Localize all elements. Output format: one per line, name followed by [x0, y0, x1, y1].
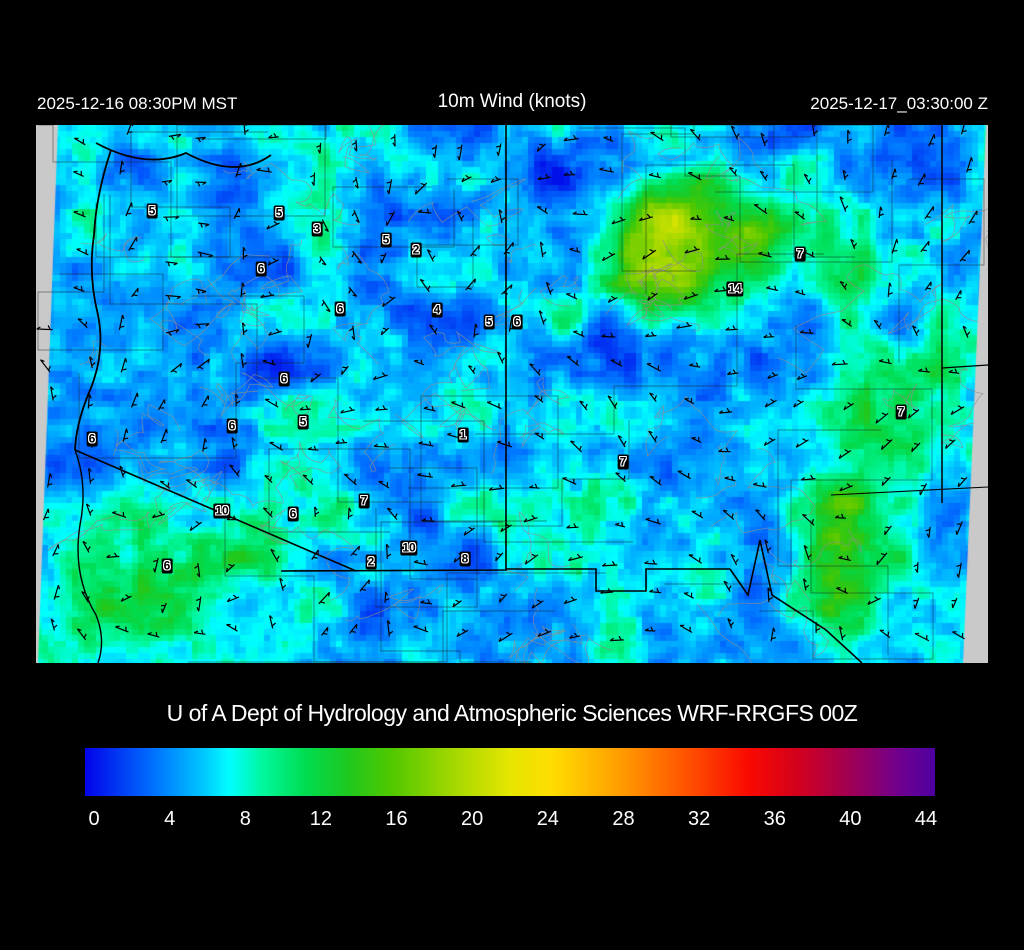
wind-value-badge: 6 [226, 418, 238, 434]
wind-value-badge: 7 [895, 404, 907, 420]
colorbar-tick: 16 [385, 808, 408, 830]
map-overlay [36, 125, 988, 663]
wind-speed-map: 5 5 3 5 2 6 6 4 5 6 7 14 6 5 6 6 1 7 7 10 7 6 10 2 8 6 [36, 125, 988, 663]
colorbar-tick: 12 [309, 808, 333, 830]
wind-value-badge: 6 [278, 371, 290, 387]
wind-value-badge: 5 [483, 314, 495, 330]
wind-value-badge: 1 [457, 427, 469, 443]
valid-time-local: 2025-12-16 08:30PM MST [37, 94, 238, 113]
wind-value-badge: 3 [311, 221, 323, 237]
wind-value-badge: 6 [334, 301, 346, 317]
wind-value-badge: 10 [213, 503, 231, 519]
colorbar-tick: 24 [536, 808, 559, 830]
wind-value-badge: 4 [431, 302, 443, 318]
plot-title: 10m Wind (knots) [437, 91, 587, 112]
colorbar-tick: 36 [763, 808, 786, 830]
county-border-lines [37, 125, 985, 663]
wind-value-badge: 10 [400, 540, 418, 556]
colorbar-tick: 40 [839, 808, 862, 830]
wind-value-badge: 6 [161, 558, 173, 574]
wind-value-badge: 6 [287, 506, 299, 522]
wind-value-badge: 7 [794, 246, 806, 262]
wind-value-badge: 5 [297, 414, 309, 430]
wind-value-badge: 5 [380, 232, 392, 248]
wind-value-badge: 2 [410, 242, 422, 258]
colorbar-tick: 4 [164, 808, 176, 830]
state-border-lines [74, 125, 988, 663]
colorbar-tick: 0 [88, 808, 100, 830]
source-caption: U of A Dept of Hydrology and Atmospheric… [166, 700, 858, 726]
wind-value-badge: 8 [459, 551, 471, 567]
wind-value-badge: 7 [358, 493, 370, 509]
wind-value-badge: 2 [365, 554, 377, 570]
colorbar-tick: 8 [239, 808, 251, 830]
wind-value-badge: 6 [86, 431, 98, 447]
colorbar-tick: 28 [612, 808, 635, 830]
colorbar-tick: 20 [461, 808, 484, 830]
wind-barb-icons [36, 125, 978, 643]
valid-time-utc: 2025-12-17_03:30:00 Z [810, 94, 988, 113]
colorbar-tick-labels: 0 4 8 12 16 20 24 28 32 36 40 44 [85, 808, 938, 834]
wind-value-badge: 5 [273, 205, 285, 221]
wind-value-badge: 14 [726, 281, 744, 297]
wind-speed-colorbar [85, 748, 935, 796]
wind-value-badge: 6 [511, 314, 523, 330]
wind-value-badge: 7 [617, 454, 629, 470]
colorbar-tick: 32 [687, 808, 711, 830]
wind-value-badge: 6 [255, 261, 267, 277]
wind-value-badge: 5 [146, 203, 158, 219]
colorbar-tick: 44 [914, 808, 938, 830]
